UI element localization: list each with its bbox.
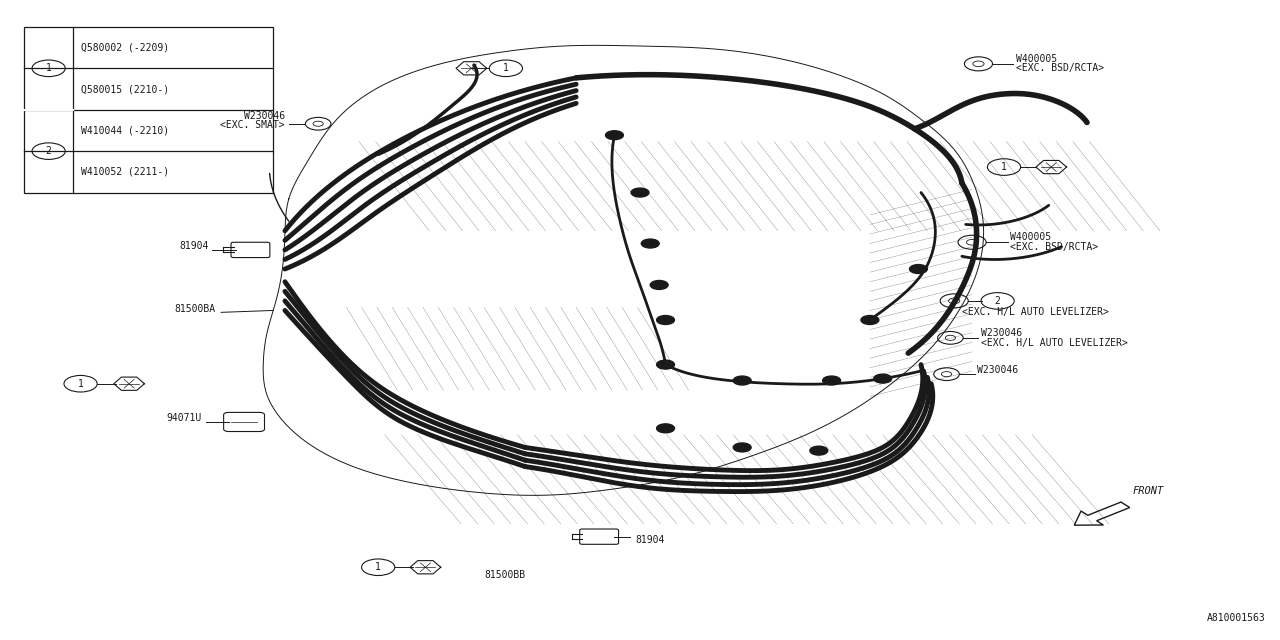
Text: W230046: W230046 <box>977 365 1019 374</box>
Text: 81500BB: 81500BB <box>484 570 525 580</box>
Text: W230046: W230046 <box>243 111 285 121</box>
Text: Q580015 (2210-): Q580015 (2210-) <box>81 84 174 94</box>
Circle shape <box>733 376 751 385</box>
Text: <EXC. BSD/RCTA>: <EXC. BSD/RCTA> <box>1015 63 1103 74</box>
Circle shape <box>874 374 892 383</box>
Text: Q580002 (-2209): Q580002 (-2209) <box>81 43 169 52</box>
Text: 81904: 81904 <box>635 535 664 545</box>
Text: 81500BA: 81500BA <box>175 303 216 314</box>
Circle shape <box>631 188 649 197</box>
Text: 1: 1 <box>78 379 83 388</box>
Text: <EXC. H/L AUTO LEVELIZER>: <EXC. H/L AUTO LEVELIZER> <box>980 338 1128 348</box>
Text: 2: 2 <box>46 146 51 156</box>
Circle shape <box>605 131 623 140</box>
Circle shape <box>810 446 828 455</box>
Circle shape <box>657 424 675 433</box>
Text: 1: 1 <box>375 563 381 572</box>
Text: W400005: W400005 <box>1010 232 1051 242</box>
Text: <EXC. SMAT>: <EXC. SMAT> <box>220 120 285 130</box>
Text: W410052 (2211-): W410052 (2211-) <box>81 167 174 177</box>
Text: 1: 1 <box>503 63 509 74</box>
Circle shape <box>650 280 668 289</box>
Text: <EXC. H/L AUTO LEVELIZER>: <EXC. H/L AUTO LEVELIZER> <box>961 307 1108 317</box>
Text: 2: 2 <box>995 296 1001 306</box>
Circle shape <box>641 239 659 248</box>
Text: FRONT: FRONT <box>1133 486 1165 496</box>
FancyArrow shape <box>1074 502 1130 525</box>
Text: W410044 (-2210): W410044 (-2210) <box>81 125 169 136</box>
Bar <box>24 27 274 193</box>
Circle shape <box>823 376 841 385</box>
Circle shape <box>657 316 675 324</box>
Circle shape <box>910 264 928 273</box>
Text: 81904: 81904 <box>179 241 209 251</box>
Circle shape <box>657 360 675 369</box>
Text: A810001563: A810001563 <box>1207 612 1266 623</box>
Text: 1: 1 <box>46 63 51 74</box>
Text: 94071U: 94071U <box>166 413 202 423</box>
Circle shape <box>733 443 751 452</box>
Text: <EXC. BSD/RCTA>: <EXC. BSD/RCTA> <box>1010 242 1098 252</box>
Text: 1: 1 <box>1001 162 1007 172</box>
Circle shape <box>861 316 879 324</box>
Text: W400005: W400005 <box>1015 54 1056 64</box>
Text: W230046: W230046 <box>980 328 1023 338</box>
